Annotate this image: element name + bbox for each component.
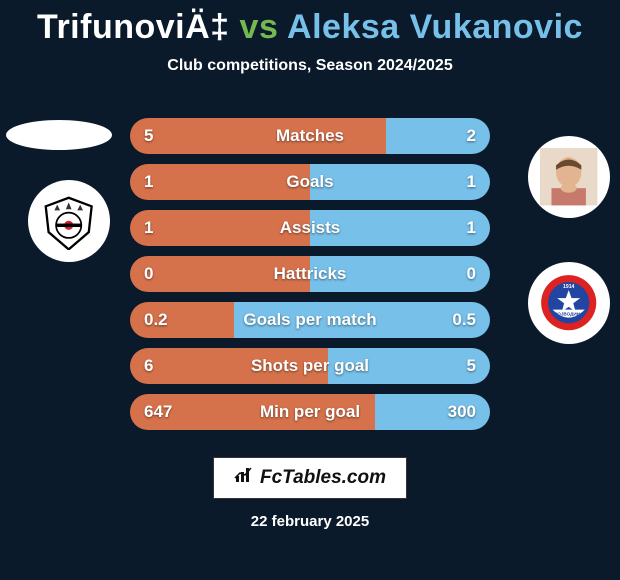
stat-bar-right	[310, 164, 490, 200]
stat-value-left: 6	[144, 356, 153, 376]
stat-label: Goals per match	[243, 310, 376, 330]
stat-value-left: 0.2	[144, 310, 168, 330]
stat-value-right: 0	[467, 264, 476, 284]
comparison-title: TrifunoviÄ‡ vs Aleksa Vukanovic	[0, 0, 620, 47]
stat-row: 0 0 Hattricks	[130, 256, 490, 292]
stat-row: 0.2 0.5 Goals per match	[130, 302, 490, 338]
stat-label: Goals	[286, 172, 333, 192]
stat-bars-container: 52Matches11Goals11Assists00Hattricks0.20…	[130, 118, 490, 440]
stat-label: Hattricks	[274, 264, 347, 284]
vs-text: vs	[240, 8, 279, 46]
stat-value-right: 0.5	[452, 310, 476, 330]
player2-name: Aleksa Vukanovic	[287, 8, 583, 46]
stat-row: 1 1 Goals	[130, 164, 490, 200]
stat-label: Shots per goal	[251, 356, 369, 376]
player1-club-crest	[28, 180, 110, 262]
svg-text:ВОЈВОДИНА: ВОЈВОДИНА	[554, 312, 584, 317]
stat-bar-left	[130, 164, 310, 200]
player1-name: TrifunoviÄ‡	[37, 8, 230, 46]
stat-label: Assists	[280, 218, 340, 238]
stat-value-left: 0	[144, 264, 153, 284]
player1-avatar	[6, 120, 112, 150]
subtitle: Club competitions, Season 2024/2025	[0, 57, 620, 75]
site-badge: FcTables.com	[213, 457, 407, 499]
stat-value-left: 1	[144, 218, 153, 238]
date: 22 february 2025	[213, 513, 407, 530]
svg-text:НОВИ САД: НОВИ САД	[560, 318, 579, 322]
stat-row: 1 1 Assists	[130, 210, 490, 246]
stat-value-left: 5	[144, 126, 153, 146]
player2-club-crest: 1914 ВОЈВОДИНА НОВИ САД	[528, 262, 610, 344]
stat-value-left: 647	[144, 402, 172, 422]
stat-value-right: 5	[467, 356, 476, 376]
stat-value-right: 1	[467, 172, 476, 192]
stat-label: Matches	[276, 126, 344, 146]
footer: FcTables.com 22 february 2025	[213, 457, 407, 530]
stat-value-right: 300	[448, 402, 476, 422]
stat-value-left: 1	[144, 172, 153, 192]
stat-value-right: 2	[467, 126, 476, 146]
site-name: FcTables.com	[260, 467, 386, 489]
svg-text:1914: 1914	[563, 284, 575, 290]
stat-bar-left	[130, 118, 386, 154]
chart-icon	[234, 466, 254, 490]
stat-row: 5 2 Matches	[130, 118, 490, 154]
stat-label: Min per goal	[260, 402, 360, 422]
stat-row: 6 5 Shots per goal	[130, 348, 490, 384]
player2-avatar	[528, 136, 610, 218]
stat-row: 647 300 Min per goal	[130, 394, 490, 430]
stat-value-right: 1	[467, 218, 476, 238]
